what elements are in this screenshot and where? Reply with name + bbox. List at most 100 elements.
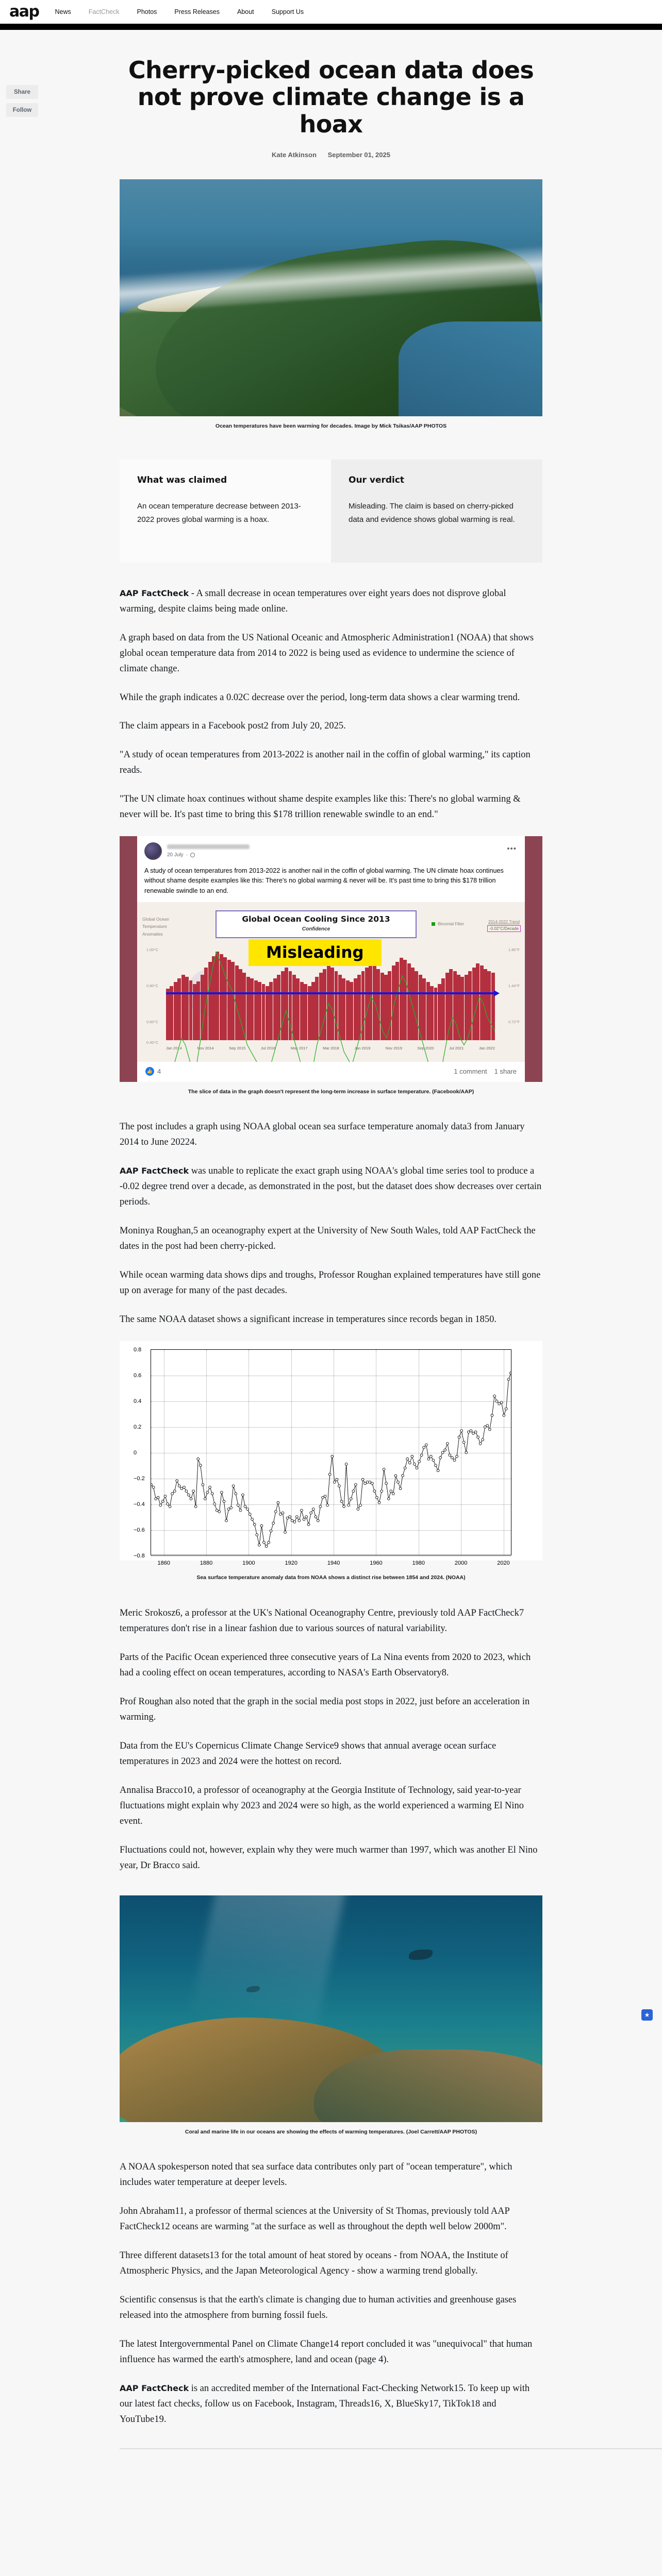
hero-image <box>120 179 542 417</box>
claim-text: An ocean temperature decrease between 20… <box>137 502 301 524</box>
noaa-y-tick: −0.8 <box>134 1553 145 1560</box>
paragraph: The latest Intergovernmental Panel on Cl… <box>120 2339 533 2365</box>
paragraph: The claim appears in a Facebook post2 fr… <box>120 721 346 732</box>
verdict-heading: Our verdict <box>349 475 405 486</box>
article-body-middle: The post includes a graph using NOAA glo… <box>120 1120 542 1328</box>
paragraph: The same NOAA dataset shows a significan… <box>120 1314 497 1325</box>
paragraph: Data from the EU's Copernicus Climate Ch… <box>120 1740 496 1767</box>
site-logo[interactable]: aap <box>9 3 40 21</box>
nav-item-press-releases[interactable]: Press Releases <box>174 8 220 15</box>
paragraph: Annalisa Bracco10, a professor of oceano… <box>120 1785 524 1826</box>
noaa-y-tick: 0 <box>134 1450 137 1456</box>
main-navigation: News FactCheck Photos Press Releases Abo… <box>55 8 304 15</box>
scroll-helper-icon[interactable]: ★ <box>641 2009 653 2021</box>
noaa-y-tick: 0.8 <box>134 1347 142 1353</box>
fb-post-footer: 👍 4 1 comment 1 share <box>137 1061 525 1082</box>
share-button[interactable]: Share <box>6 85 38 99</box>
noaa-y-tick: 0.4 <box>134 1398 142 1405</box>
noaa-x-tick: 1880 <box>200 1560 213 1567</box>
legend-label-binomial: Binomial Filter <box>438 921 464 926</box>
noaa-y-tick: −0.6 <box>134 1527 145 1534</box>
paragraph: John Abraham11, a professor of thermal s… <box>120 2206 510 2232</box>
fb-author-name-redacted <box>167 844 250 850</box>
noaa-series-line <box>151 1371 511 1548</box>
hero-caption: Ocean temperatures have been warming for… <box>215 423 447 430</box>
fb-embed-caption: The slice of data in the graph doesn't r… <box>188 1088 474 1095</box>
follow-button[interactable]: Follow <box>6 103 38 117</box>
noaa-x-tick: 1960 <box>370 1560 383 1567</box>
noaa-x-tick: 1860 <box>157 1560 170 1567</box>
brand-lead: AAP FactCheck <box>120 1166 189 1176</box>
coral-caption: Coral and marine life in our oceans are … <box>185 2128 477 2135</box>
article-body-top: AAP FactCheck - A small decrease in ocea… <box>120 586 542 823</box>
noaa-y-tick: −0.4 <box>134 1501 145 1508</box>
brand-lead: AAP FactCheck <box>120 2383 189 2393</box>
trend-value: -0.02°C/Decade <box>487 925 521 932</box>
chart-x-tick-labels: Jan 2014 Nov 2014 Sep 2015 Jul 2016 May 2017… <box>166 1045 495 1050</box>
facebook-post-embed: 20 July · ••• A study of ocean temperatu… <box>120 836 542 1082</box>
noaa-figure-caption: Sea surface temperature anomaly data fro… <box>196 1574 466 1581</box>
noaa-y-tick: 0.2 <box>134 1424 142 1431</box>
hero-figure: Ocean temperatures have been warming for… <box>120 179 542 431</box>
footer-divider <box>120 2448 662 2449</box>
chart-plot-area <box>166 951 500 1040</box>
publish-date: September 01, 2025 <box>327 151 390 159</box>
noaa-y-tick: 0.6 <box>134 1372 142 1379</box>
verdict-card: Our verdict Misleading. The claim is bas… <box>331 460 542 563</box>
nav-item-about[interactable]: About <box>237 8 254 15</box>
paragraph: AAP FactCheck is an accredited member of… <box>120 2383 530 2425</box>
paragraph: The post includes a graph using NOAA glo… <box>120 1122 525 1148</box>
nav-item-news[interactable]: News <box>55 8 71 15</box>
author-name: Kate Atkinson <box>272 151 317 159</box>
byline: Kate Atkinson September 01, 2025 <box>120 151 542 159</box>
paragraph: "The UN climate hoax continues without s… <box>120 794 521 820</box>
paragraph: Scientific consensus is that the earth's… <box>120 2295 517 2321</box>
noaa-chart: 0.8 0.6 0.4 0.2 0 −0.2 −0.4 −0.6 −0.8 1860 1880 190… <box>134 1347 511 1566</box>
page-title: Cherry-picked ocean data does not prove … <box>128 56 534 138</box>
fb-timestamp: 20 July · <box>167 852 250 858</box>
like-count[interactable]: 👍 4 <box>145 1066 161 1076</box>
verdict-text: Misleading. The claim is based on cherry… <box>349 502 515 524</box>
claim-verdict-panel: What was claimed An ocean temperature de… <box>120 460 542 563</box>
noaa-x-tick: 1980 <box>412 1560 425 1567</box>
binomial-filter-line <box>166 952 495 1062</box>
social-rail: Share Follow <box>6 85 38 117</box>
brand-lead: AAP FactCheck <box>120 588 189 598</box>
globe-icon <box>190 853 195 858</box>
noaa-x-tick: 2000 <box>454 1560 468 1567</box>
nav-item-support-us[interactable]: Support Us <box>271 8 304 15</box>
paragraph: While the graph indicates a 0.02C decrea… <box>120 692 520 703</box>
article-body-lower: Meric Srokosz6, a professor at the UK's … <box>120 1606 542 1874</box>
coral-image <box>120 1895 542 2122</box>
legend-swatch-green <box>432 922 436 926</box>
chart-title-box: Global Ocean Cooling Since 2013 Confiden… <box>216 910 417 938</box>
claim-card: What was claimed An ocean temperature de… <box>120 460 331 563</box>
noaa-x-tick: 1900 <box>242 1560 255 1567</box>
more-options-icon[interactable]: ••• <box>507 844 517 854</box>
nav-item-factcheck[interactable]: FactCheck <box>88 8 120 15</box>
paragraph: Moninya Roughan,5 an oceanography expert… <box>120 1226 536 1252</box>
noaa-x-tick: 1940 <box>327 1560 340 1567</box>
noaa-x-tick: 2020 <box>497 1560 510 1567</box>
paragraph: A graph based on data from the US Nation… <box>120 632 534 674</box>
fb-chart-image: Global Ocean Temperature Anomalies Globa… <box>137 902 525 1062</box>
fb-post-header: 20 July · ••• <box>137 836 525 864</box>
claim-heading: What was claimed <box>137 475 227 486</box>
paragraph: Parts of the Pacific Ocean experienced t… <box>120 1652 531 1678</box>
article-body-end: A NOAA spokesperson noted that sea surfa… <box>120 2160 542 2428</box>
noaa-y-tick: −0.2 <box>134 1476 145 1482</box>
nav-item-photos[interactable]: Photos <box>137 8 157 15</box>
header-divider <box>0 24 662 30</box>
paragraph: While ocean warming data shows dips and … <box>120 1270 541 1296</box>
chart-trend-annotation: 2014-2022 Trend -0.02°C/Decade <box>487 920 521 932</box>
paragraph: A NOAA spokesperson noted that sea surfa… <box>120 2162 512 2188</box>
chart-legend: Binomial Filter <box>432 922 464 926</box>
site-header: aap News FactCheck Photos Press Releases… <box>0 0 662 24</box>
comment-count[interactable]: 1 comment <box>454 1067 487 1075</box>
paragraph: AAP FactCheck was unable to replicate th… <box>120 1166 542 1208</box>
share-count[interactable]: 1 share <box>494 1067 517 1075</box>
trend-arrow <box>166 990 500 996</box>
paragraph: Meric Srokosz6, a professor at the UK's … <box>120 1607 524 1634</box>
chart-y-axis-label: Global Ocean Temperature Anomalies <box>142 916 169 937</box>
fb-post-text: A study of ocean temperatures from 2013-… <box>144 867 504 894</box>
